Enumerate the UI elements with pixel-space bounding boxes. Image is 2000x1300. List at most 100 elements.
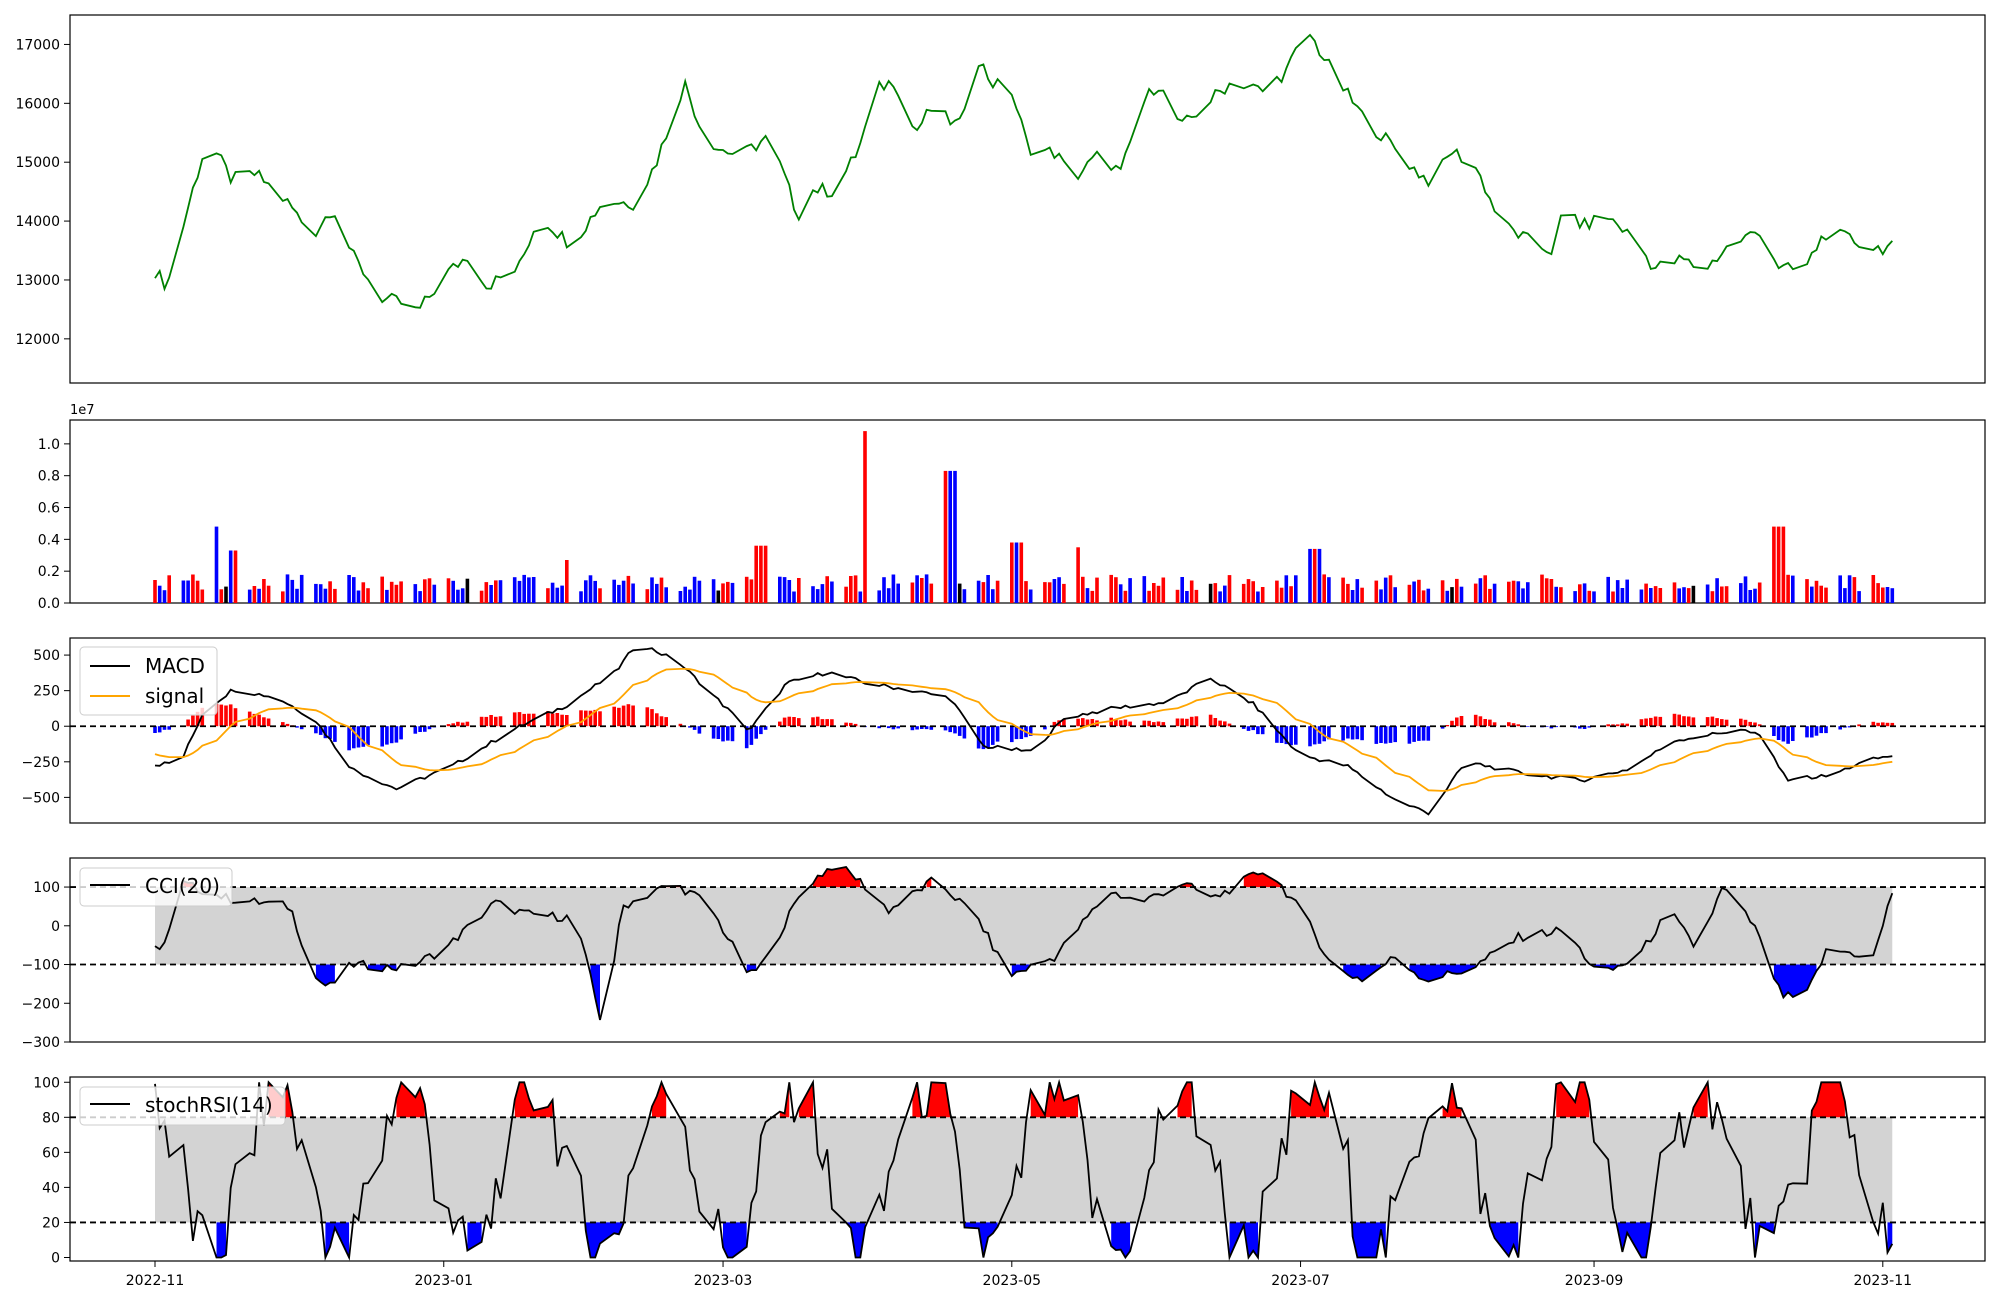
volume-bar <box>1871 575 1876 603</box>
volume-bar <box>314 583 318 603</box>
volume-bar <box>565 560 569 603</box>
macd-hist-bar <box>1644 718 1648 727</box>
x-tick-label: 2023-05 <box>983 1273 1042 1289</box>
macd-hist-bar <box>219 704 224 727</box>
macd-hist-bar <box>617 707 621 727</box>
volume-bar <box>1852 577 1857 603</box>
stochrsi-oversold-fill <box>325 1222 350 1258</box>
volume-bar <box>1720 586 1724 603</box>
macd-hist-bar <box>323 726 328 739</box>
stochrsi-overbought-fill <box>779 1082 790 1118</box>
macd-hist-bar <box>1615 724 1620 727</box>
macd-hist-bar <box>1308 726 1312 747</box>
volume-bar <box>593 580 597 603</box>
macd-hist-bar <box>1544 726 1549 727</box>
volume-bar <box>820 584 825 603</box>
volume-bar <box>1492 583 1497 603</box>
volume-bar <box>1227 575 1232 603</box>
macd-hist-bar <box>853 723 858 727</box>
volume-bar <box>1256 591 1260 603</box>
volume-bar <box>1488 588 1492 603</box>
volume-bar <box>432 584 437 603</box>
macd-hist-bar <box>962 726 967 739</box>
macd-hist-bar <box>1814 726 1819 736</box>
macd-hist-bar <box>394 726 399 743</box>
signal-line <box>154 668 1893 792</box>
volume-bar <box>915 575 919 603</box>
volume-bar <box>1743 576 1748 603</box>
volume-bar <box>1194 589 1199 603</box>
volume-bar <box>1189 580 1194 603</box>
volume-bar <box>1118 584 1123 603</box>
macd-hist-bar <box>1582 726 1587 729</box>
macd-hist-bar <box>1819 726 1823 734</box>
stochrsi-overbought-fill <box>1811 1082 1845 1118</box>
volume-bar <box>247 589 252 603</box>
volume-bar <box>948 470 952 603</box>
volume-bars <box>153 431 1895 603</box>
y-tick-label: 0 <box>51 919 60 935</box>
y-tick-label: 500 <box>33 648 60 664</box>
volume-bar <box>659 577 664 603</box>
macd-hist-bar <box>1123 719 1128 727</box>
macd-hist-bar <box>1218 720 1222 727</box>
macd-hist-bar <box>1355 726 1360 740</box>
volume-bar <box>1819 585 1823 603</box>
macd-hist-bar <box>347 726 351 751</box>
volume-bar <box>323 588 328 603</box>
cci-panel: −300 −200 −100 0 100 CCI(20) <box>22 857 1986 1051</box>
macd-hist-bar <box>924 726 929 730</box>
volume-bar <box>1691 585 1696 603</box>
macd-hist-bar <box>1492 722 1497 727</box>
y-tick-label: 15000 <box>15 155 60 171</box>
volume-bar <box>1028 589 1033 603</box>
macd-hist-bar <box>948 726 952 733</box>
y-tick-label: −250 <box>22 755 60 771</box>
macd-hist-bar <box>1578 726 1582 729</box>
volume-bar <box>886 588 891 603</box>
volume-bar <box>555 587 560 603</box>
macd-hist-bar <box>1757 724 1762 727</box>
macd-hist-bar <box>1691 717 1696 727</box>
volume-bar <box>446 578 451 603</box>
macd-hist-bar <box>153 726 157 733</box>
macd-hist-bar <box>1189 716 1194 727</box>
volume-bar <box>1611 591 1615 603</box>
macd-hist-bar <box>915 726 919 730</box>
volume-bar <box>1682 587 1686 603</box>
volume-bar <box>1374 580 1379 603</box>
cci-band <box>155 887 1893 965</box>
macd-hist-bar <box>920 726 924 729</box>
macd-hist-bar <box>228 704 233 727</box>
macd-hist-bar <box>1791 726 1795 741</box>
volume-bar <box>1705 584 1710 603</box>
macd-hist-bar <box>1705 717 1710 727</box>
macd-hist-bar <box>697 726 702 734</box>
macd-hist-bar <box>380 726 384 747</box>
macd-hist-bar <box>1810 726 1814 738</box>
volume-bar <box>688 589 692 603</box>
macd-hist-bar <box>565 715 569 727</box>
macd-hist-bar <box>825 719 829 727</box>
macd-hist-bar <box>1317 726 1322 744</box>
cci-overbought-fill <box>926 877 932 888</box>
macd-hist-bar <box>527 713 531 727</box>
macd-hist-bar <box>1483 719 1487 727</box>
volume-bar <box>943 470 948 603</box>
stochrsi-line <box>154 1078 1894 1261</box>
volume-bar <box>1350 590 1355 603</box>
volume-bar <box>1540 574 1544 603</box>
macd-hist-bar <box>366 726 370 745</box>
volume-bar <box>811 586 815 603</box>
macd-hist-bar <box>1147 720 1151 727</box>
volume-bar <box>1559 587 1563 603</box>
volume-bar <box>1592 591 1596 603</box>
macd-hist-bar <box>621 705 626 727</box>
macd-hist-bar <box>546 711 550 727</box>
stochrsi-oversold-fill <box>216 1222 226 1258</box>
volume-bar <box>815 589 820 603</box>
volume-bar <box>588 575 593 603</box>
macd-hist-bar <box>1213 718 1218 727</box>
macd-hist-bar <box>1142 720 1147 727</box>
volume-bar <box>228 550 233 603</box>
